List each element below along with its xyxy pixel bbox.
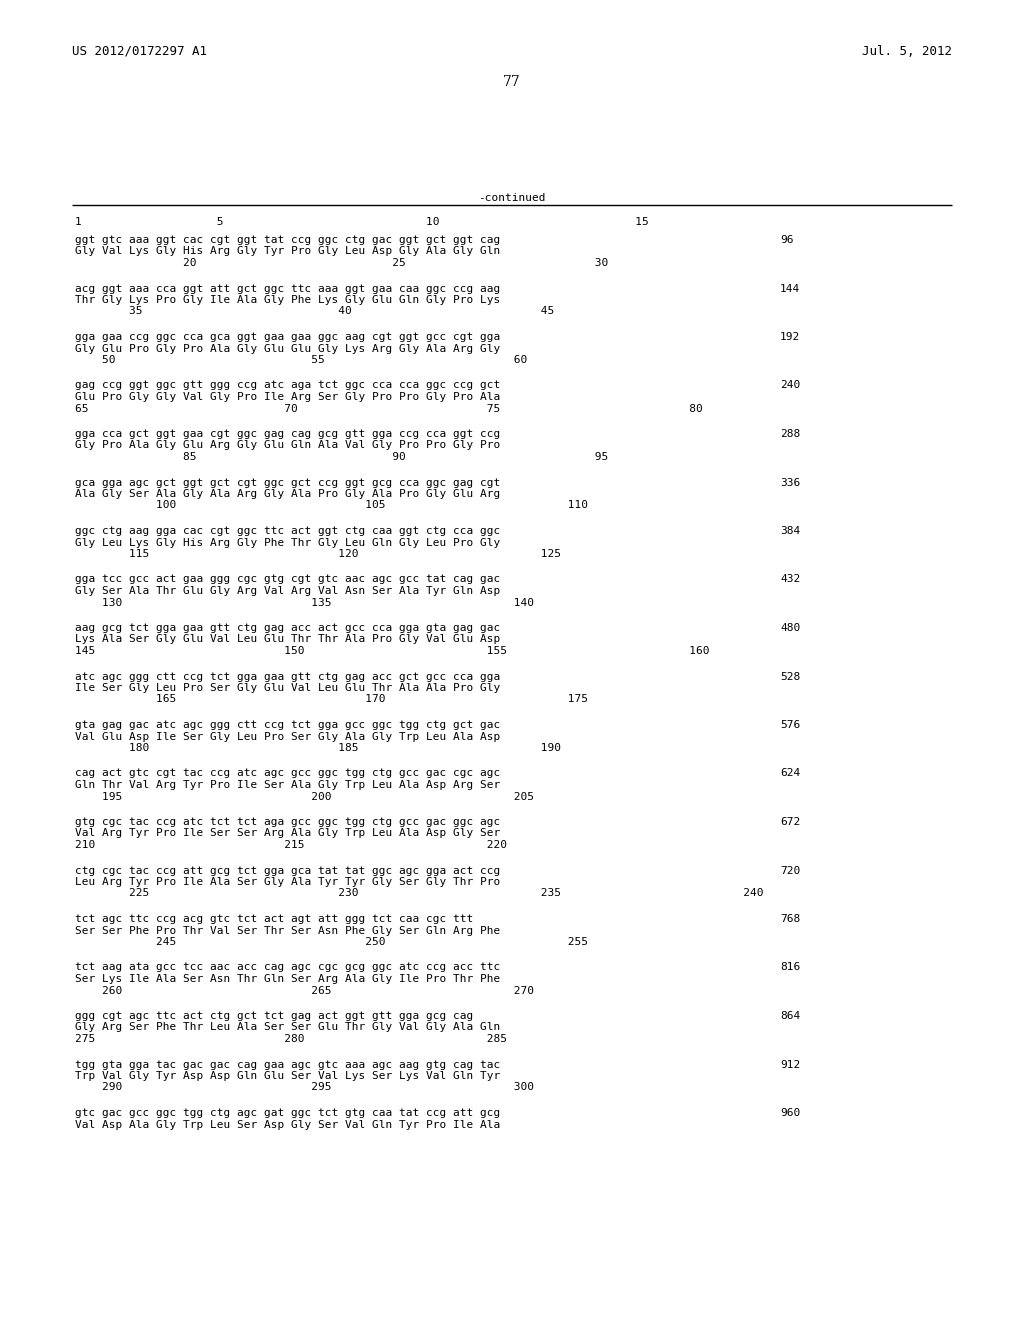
Text: 336: 336 bbox=[780, 478, 800, 487]
Text: 96: 96 bbox=[780, 235, 794, 246]
Text: 624: 624 bbox=[780, 768, 800, 779]
Text: acg ggt aaa cca ggt att gct ggc ttc aaa ggt gaa caa ggc ccg aag: acg ggt aaa cca ggt att gct ggc ttc aaa … bbox=[75, 284, 501, 293]
Text: 576: 576 bbox=[780, 719, 800, 730]
Text: 50                             55                            60: 50 55 60 bbox=[75, 355, 527, 366]
Text: 65                             70                            75                 : 65 70 75 bbox=[75, 404, 702, 413]
Text: 210                            215                           220: 210 215 220 bbox=[75, 840, 507, 850]
Text: Leu Arg Tyr Pro Ile Ala Ser Gly Ala Tyr Tyr Gly Ser Gly Thr Pro: Leu Arg Tyr Pro Ile Ala Ser Gly Ala Tyr … bbox=[75, 876, 501, 887]
Text: 144: 144 bbox=[780, 284, 800, 293]
Text: Ala Gly Ser Ala Gly Ala Arg Gly Ala Pro Gly Ala Pro Gly Glu Arg: Ala Gly Ser Ala Gly Ala Arg Gly Ala Pro … bbox=[75, 488, 501, 499]
Text: 912: 912 bbox=[780, 1060, 800, 1069]
Text: gta gag gac atc agc ggg ctt ccg tct gga gcc ggc tgg ctg gct gac: gta gag gac atc agc ggg ctt ccg tct gga … bbox=[75, 719, 501, 730]
Text: 225                            230                           235                : 225 230 235 bbox=[75, 888, 764, 899]
Text: aag gcg tct gga gaa gtt ctg gag acc act gcc cca gga gta gag gac: aag gcg tct gga gaa gtt ctg gag acc act … bbox=[75, 623, 501, 634]
Text: ggt gtc aaa ggt cac cgt ggt tat ccg ggc ctg gac ggt gct ggt cag: ggt gtc aaa ggt cac cgt ggt tat ccg ggc … bbox=[75, 235, 501, 246]
Text: 260                            265                           270: 260 265 270 bbox=[75, 986, 534, 995]
Text: 35                             40                            45: 35 40 45 bbox=[75, 306, 554, 317]
Text: 290                            295                           300: 290 295 300 bbox=[75, 1082, 534, 1093]
Text: US 2012/0172297 A1: US 2012/0172297 A1 bbox=[72, 45, 207, 58]
Text: 288: 288 bbox=[780, 429, 800, 440]
Text: Val Glu Asp Ile Ser Gly Leu Pro Ser Gly Ala Gly Trp Leu Ala Asp: Val Glu Asp Ile Ser Gly Leu Pro Ser Gly … bbox=[75, 731, 501, 742]
Text: 130                            135                           140: 130 135 140 bbox=[75, 598, 534, 607]
Text: Ser Lys Ile Ala Ser Asn Thr Gln Ser Arg Ala Gly Ile Pro Thr Phe: Ser Lys Ile Ala Ser Asn Thr Gln Ser Arg … bbox=[75, 974, 501, 983]
Text: 432: 432 bbox=[780, 574, 800, 585]
Text: 864: 864 bbox=[780, 1011, 800, 1020]
Text: 384: 384 bbox=[780, 525, 800, 536]
Text: tct agc ttc ccg acg gtc tct act agt att ggg tct caa cgc ttt: tct agc ttc ccg acg gtc tct act agt att … bbox=[75, 913, 473, 924]
Text: 115                            120                           125: 115 120 125 bbox=[75, 549, 561, 558]
Text: ggg cgt agc ttc act ctg gct tct gag act ggt gtt gga gcg cag: ggg cgt agc ttc act ctg gct tct gag act … bbox=[75, 1011, 473, 1020]
Text: Gly Glu Pro Gly Pro Ala Gly Glu Glu Gly Lys Arg Gly Ala Arg Gly: Gly Glu Pro Gly Pro Ala Gly Glu Glu Gly … bbox=[75, 343, 501, 354]
Text: Jul. 5, 2012: Jul. 5, 2012 bbox=[862, 45, 952, 58]
Text: 240: 240 bbox=[780, 380, 800, 391]
Text: 165                            170                           175: 165 170 175 bbox=[75, 694, 588, 705]
Text: 528: 528 bbox=[780, 672, 800, 681]
Text: gga gaa ccg ggc cca gca ggt gaa gaa ggc aag cgt ggt gcc cgt gga: gga gaa ccg ggc cca gca ggt gaa gaa ggc … bbox=[75, 333, 501, 342]
Text: Glu Pro Gly Gly Val Gly Pro Ile Arg Ser Gly Pro Pro Gly Pro Ala: Glu Pro Gly Gly Val Gly Pro Ile Arg Ser … bbox=[75, 392, 501, 403]
Text: 1                    5                              10                          : 1 5 10 bbox=[75, 216, 649, 227]
Text: 195                            200                           205: 195 200 205 bbox=[75, 792, 534, 801]
Text: Gly Val Lys Gly His Arg Gly Tyr Pro Gly Leu Asp Gly Ala Gly Gln: Gly Val Lys Gly His Arg Gly Tyr Pro Gly … bbox=[75, 247, 501, 256]
Text: Val Arg Tyr Pro Ile Ser Ser Arg Ala Gly Trp Leu Ala Asp Gly Ser: Val Arg Tyr Pro Ile Ser Ser Arg Ala Gly … bbox=[75, 829, 501, 838]
Text: Gly Pro Ala Gly Glu Arg Gly Glu Gln Ala Val Gly Pro Pro Gly Pro: Gly Pro Ala Gly Glu Arg Gly Glu Gln Ala … bbox=[75, 441, 501, 450]
Text: cag act gtc cgt tac ccg atc agc gcc ggc tgg ctg gcc gac cgc agc: cag act gtc cgt tac ccg atc agc gcc ggc … bbox=[75, 768, 501, 779]
Text: atc agc ggg ctt ccg tct gga gaa gtt ctg gag acc gct gcc cca gga: atc agc ggg ctt ccg tct gga gaa gtt ctg … bbox=[75, 672, 501, 681]
Text: Ser Ser Phe Pro Thr Val Ser Thr Ser Asn Phe Gly Ser Gln Arg Phe: Ser Ser Phe Pro Thr Val Ser Thr Ser Asn … bbox=[75, 925, 501, 936]
Text: gga tcc gcc act gaa ggg cgc gtg cgt gtc aac agc gcc tat cag gac: gga tcc gcc act gaa ggg cgc gtg cgt gtc … bbox=[75, 574, 501, 585]
Text: ctg cgc tac ccg att gcg tct gga gca tat tat ggc agc gga act ccg: ctg cgc tac ccg att gcg tct gga gca tat … bbox=[75, 866, 501, 875]
Text: 960: 960 bbox=[780, 1107, 800, 1118]
Text: 77: 77 bbox=[503, 75, 521, 88]
Text: Val Asp Ala Gly Trp Leu Ser Asp Gly Ser Val Gln Tyr Pro Ile Ala: Val Asp Ala Gly Trp Leu Ser Asp Gly Ser … bbox=[75, 1119, 501, 1130]
Text: Trp Val Gly Tyr Asp Asp Gln Glu Ser Val Lys Ser Lys Val Gln Tyr: Trp Val Gly Tyr Asp Asp Gln Glu Ser Val … bbox=[75, 1071, 501, 1081]
Text: gtg cgc tac ccg atc tct tct aga gcc ggc tgg ctg gcc gac ggc agc: gtg cgc tac ccg atc tct tct aga gcc ggc … bbox=[75, 817, 501, 828]
Text: 180                            185                           190: 180 185 190 bbox=[75, 743, 561, 752]
Text: 245                            250                           255: 245 250 255 bbox=[75, 937, 588, 946]
Text: Gln Thr Val Arg Tyr Pro Ile Ser Ala Gly Trp Leu Ala Asp Arg Ser: Gln Thr Val Arg Tyr Pro Ile Ser Ala Gly … bbox=[75, 780, 501, 789]
Text: Ile Ser Gly Leu Pro Ser Gly Glu Val Leu Glu Thr Ala Ala Pro Gly: Ile Ser Gly Leu Pro Ser Gly Glu Val Leu … bbox=[75, 682, 501, 693]
Text: 20                             25                            30: 20 25 30 bbox=[75, 257, 608, 268]
Text: 816: 816 bbox=[780, 962, 800, 973]
Text: gtc gac gcc ggc tgg ctg agc gat ggc tct gtg caa tat ccg att gcg: gtc gac gcc ggc tgg ctg agc gat ggc tct … bbox=[75, 1107, 501, 1118]
Text: 192: 192 bbox=[780, 333, 800, 342]
Text: Lys Ala Ser Gly Glu Val Leu Glu Thr Thr Ala Pro Gly Val Glu Asp: Lys Ala Ser Gly Glu Val Leu Glu Thr Thr … bbox=[75, 635, 501, 644]
Text: tgg gta gga tac gac gac cag gaa agc gtc aaa agc aag gtg cag tac: tgg gta gga tac gac gac cag gaa agc gtc … bbox=[75, 1060, 501, 1069]
Text: 720: 720 bbox=[780, 866, 800, 875]
Text: 672: 672 bbox=[780, 817, 800, 828]
Text: 85                             90                            95: 85 90 95 bbox=[75, 451, 608, 462]
Text: Gly Ser Ala Thr Glu Gly Arg Val Arg Val Asn Ser Ala Tyr Gln Asp: Gly Ser Ala Thr Glu Gly Arg Val Arg Val … bbox=[75, 586, 501, 597]
Text: 480: 480 bbox=[780, 623, 800, 634]
Text: gga cca gct ggt gaa cgt ggc gag cag gcg gtt gga ccg cca ggt ccg: gga cca gct ggt gaa cgt ggc gag cag gcg … bbox=[75, 429, 501, 440]
Text: tct aag ata gcc tcc aac acc cag agc cgc gcg ggc atc ccg acc ttc: tct aag ata gcc tcc aac acc cag agc cgc … bbox=[75, 962, 501, 973]
Text: -continued: -continued bbox=[478, 193, 546, 203]
Text: Thr Gly Lys Pro Gly Ile Ala Gly Phe Lys Gly Glu Gln Gly Pro Lys: Thr Gly Lys Pro Gly Ile Ala Gly Phe Lys … bbox=[75, 294, 501, 305]
Text: 275                            280                           285: 275 280 285 bbox=[75, 1034, 507, 1044]
Text: Gly Arg Ser Phe Thr Leu Ala Ser Ser Glu Thr Gly Val Gly Ala Gln: Gly Arg Ser Phe Thr Leu Ala Ser Ser Glu … bbox=[75, 1023, 501, 1032]
Text: 768: 768 bbox=[780, 913, 800, 924]
Text: 145                            150                           155                : 145 150 155 bbox=[75, 645, 710, 656]
Text: 100                            105                           110: 100 105 110 bbox=[75, 500, 588, 511]
Text: Gly Leu Lys Gly His Arg Gly Phe Thr Gly Leu Gln Gly Leu Pro Gly: Gly Leu Lys Gly His Arg Gly Phe Thr Gly … bbox=[75, 537, 501, 548]
Text: gca gga agc gct ggt gct cgt ggc gct ccg ggt gcg cca ggc gag cgt: gca gga agc gct ggt gct cgt ggc gct ccg … bbox=[75, 478, 501, 487]
Text: gag ccg ggt ggc gtt ggg ccg atc aga tct ggc cca cca ggc ccg gct: gag ccg ggt ggc gtt ggg ccg atc aga tct … bbox=[75, 380, 501, 391]
Text: ggc ctg aag gga cac cgt ggc ttc act ggt ctg caa ggt ctg cca ggc: ggc ctg aag gga cac cgt ggc ttc act ggt … bbox=[75, 525, 501, 536]
